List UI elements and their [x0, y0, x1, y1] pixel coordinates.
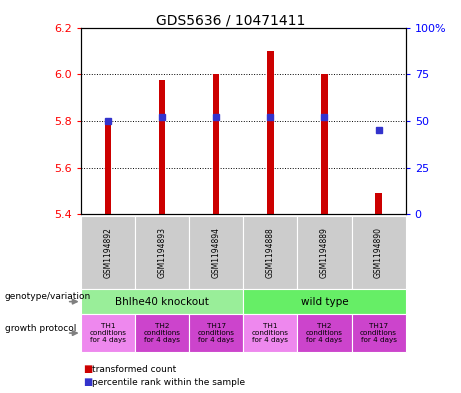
Bar — [267, 51, 273, 214]
Text: transformed count: transformed count — [92, 365, 177, 374]
Text: wild type: wild type — [301, 297, 348, 307]
Text: ■: ■ — [83, 364, 92, 375]
Text: TH2
conditions
for 4 days: TH2 conditions for 4 days — [306, 323, 343, 343]
Text: TH2
conditions
for 4 days: TH2 conditions for 4 days — [143, 323, 180, 343]
Text: GDS5636 / 10471411: GDS5636 / 10471411 — [156, 14, 305, 28]
Text: GSM1194890: GSM1194890 — [374, 227, 383, 278]
Bar — [159, 80, 165, 214]
Bar — [375, 193, 382, 214]
Text: TH1
conditions
for 4 days: TH1 conditions for 4 days — [89, 323, 126, 343]
Text: GSM1194894: GSM1194894 — [212, 227, 221, 278]
Text: GSM1194888: GSM1194888 — [266, 227, 275, 278]
Bar — [213, 74, 219, 214]
Text: GSM1194893: GSM1194893 — [157, 227, 166, 278]
Text: GSM1194889: GSM1194889 — [320, 227, 329, 278]
Bar — [321, 74, 328, 214]
Text: Bhlhe40 knockout: Bhlhe40 knockout — [115, 297, 209, 307]
Text: TH1
conditions
for 4 days: TH1 conditions for 4 days — [252, 323, 289, 343]
Text: TH17
conditions
for 4 days: TH17 conditions for 4 days — [360, 323, 397, 343]
Bar — [105, 119, 111, 214]
Text: percentile rank within the sample: percentile rank within the sample — [92, 378, 245, 387]
Text: ■: ■ — [83, 377, 92, 387]
Text: growth protocol: growth protocol — [5, 324, 76, 333]
Text: TH17
conditions
for 4 days: TH17 conditions for 4 days — [198, 323, 235, 343]
Text: GSM1194892: GSM1194892 — [103, 227, 112, 278]
Text: genotype/variation: genotype/variation — [5, 292, 91, 301]
